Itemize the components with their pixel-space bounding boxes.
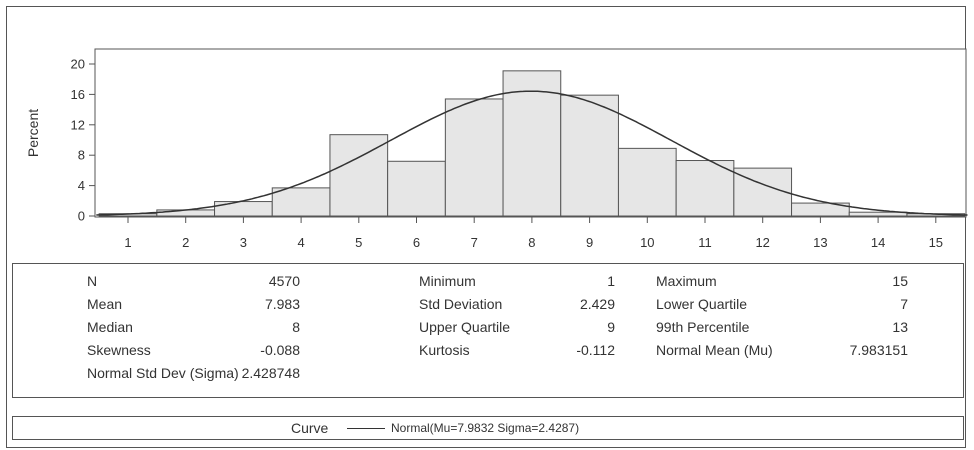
stat-value: -0.112 bbox=[576, 342, 615, 358]
legend-line-swatch bbox=[347, 428, 385, 429]
stat-value: 8 bbox=[292, 319, 300, 335]
stat-value: 2.429 bbox=[579, 296, 615, 312]
x-tick-label-4: 4 bbox=[297, 235, 304, 250]
x-tick-label-5: 5 bbox=[355, 235, 362, 250]
x-axis: 1 2 3 4 5 6 7 8 9 10 11 12 13 14 15 bbox=[124, 217, 943, 250]
stat-label: Minimum bbox=[419, 273, 476, 289]
y-tick-label-12: 12 bbox=[71, 117, 85, 132]
stat-value: 1 bbox=[607, 273, 615, 289]
stat-label: Upper Quartile bbox=[419, 319, 511, 335]
legend: Curve Normal(Mu=7.9832 Sigma=2.4287) bbox=[12, 416, 964, 440]
x-tick-label-14: 14 bbox=[871, 235, 885, 250]
bar-9 bbox=[560, 94, 619, 217]
summary-statistics-table: N 4570 Mean 7.983 Median 8 Skewness -0.088 Norma… bbox=[12, 263, 964, 398]
stat-value: 7.983 bbox=[264, 296, 300, 312]
stat-value: 9 bbox=[607, 319, 615, 335]
stat-value: 13 bbox=[892, 319, 908, 335]
y-tick-label-8: 8 bbox=[78, 148, 85, 163]
stat-label: Maximum bbox=[656, 273, 717, 289]
stat-label: Lower Quartile bbox=[656, 296, 748, 312]
y-axis: 0 4 8 12 16 20 bbox=[71, 57, 95, 224]
bar-14 bbox=[848, 211, 908, 217]
stat-label: Normal Std Dev (Sigma) bbox=[87, 365, 239, 381]
x-tick-label-9: 9 bbox=[586, 235, 593, 250]
y-tick-label-20: 20 bbox=[71, 57, 85, 72]
stat-label: Kurtosis bbox=[419, 342, 470, 358]
y-tick-label-4: 4 bbox=[78, 178, 85, 193]
bar-8 bbox=[502, 70, 562, 217]
y-axis-title: Percent bbox=[25, 109, 41, 157]
figure-frame bbox=[6, 6, 966, 448]
bar-4 bbox=[271, 187, 331, 217]
x-tick-label-10: 10 bbox=[640, 235, 654, 250]
stat-value: 7.983151 bbox=[849, 342, 908, 358]
stat-value: 2.428748 bbox=[241, 365, 300, 381]
y-tick-label-16: 16 bbox=[71, 87, 85, 102]
stat-label: Normal Mean (Mu) bbox=[656, 342, 773, 358]
bar-3 bbox=[214, 201, 273, 217]
x-tick-label-11: 11 bbox=[698, 235, 712, 250]
x-tick-label-13: 13 bbox=[813, 235, 827, 250]
stat-label: N bbox=[87, 273, 98, 289]
stat-value: -0.088 bbox=[260, 342, 300, 358]
x-tick-label-2: 2 bbox=[182, 235, 189, 250]
x-tick-label-3: 3 bbox=[240, 235, 247, 250]
x-tick-label-6: 6 bbox=[413, 235, 420, 250]
x-tick-label-1: 1 bbox=[124, 235, 131, 250]
legend-entry-label: Normal(Mu=7.9832 Sigma=2.4287) bbox=[391, 421, 580, 435]
stat-label: Std Deviation bbox=[419, 296, 503, 312]
x-tick-label-15: 15 bbox=[929, 235, 943, 250]
stat-value: 7 bbox=[900, 296, 908, 312]
bar-13 bbox=[791, 202, 850, 217]
legend-title: Curve bbox=[291, 420, 329, 436]
y-tick-label-0: 0 bbox=[78, 209, 85, 224]
x-tick-label-12: 12 bbox=[755, 235, 769, 250]
x-tick-label-8: 8 bbox=[528, 235, 535, 250]
bar-7 bbox=[444, 98, 504, 217]
x-tick-label-7: 7 bbox=[471, 235, 478, 250]
stat-label: Skewness bbox=[87, 342, 151, 358]
stat-value: 15 bbox=[892, 273, 908, 289]
bar-5 bbox=[329, 134, 389, 217]
bar-2 bbox=[156, 209, 216, 217]
normal-curve bbox=[96, 90, 968, 216]
bar-6 bbox=[387, 160, 446, 217]
bar-10 bbox=[617, 147, 677, 217]
stat-label: Median bbox=[87, 319, 133, 335]
stat-value: 4570 bbox=[268, 273, 300, 289]
stat-label: Mean bbox=[87, 296, 123, 312]
stat-label: 99th Percentile bbox=[656, 319, 750, 335]
